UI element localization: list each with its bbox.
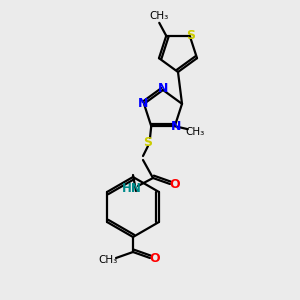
Text: N: N [158, 82, 168, 95]
Text: S: S [143, 136, 152, 148]
Text: S: S [186, 29, 195, 42]
Text: N: N [138, 97, 148, 110]
Text: CH₃: CH₃ [98, 255, 118, 265]
Text: O: O [170, 178, 180, 190]
Text: HN: HN [122, 182, 142, 194]
Text: N: N [171, 120, 181, 133]
Text: CH₃: CH₃ [185, 127, 204, 137]
Text: O: O [150, 251, 160, 265]
Text: CH₃: CH₃ [150, 11, 169, 21]
